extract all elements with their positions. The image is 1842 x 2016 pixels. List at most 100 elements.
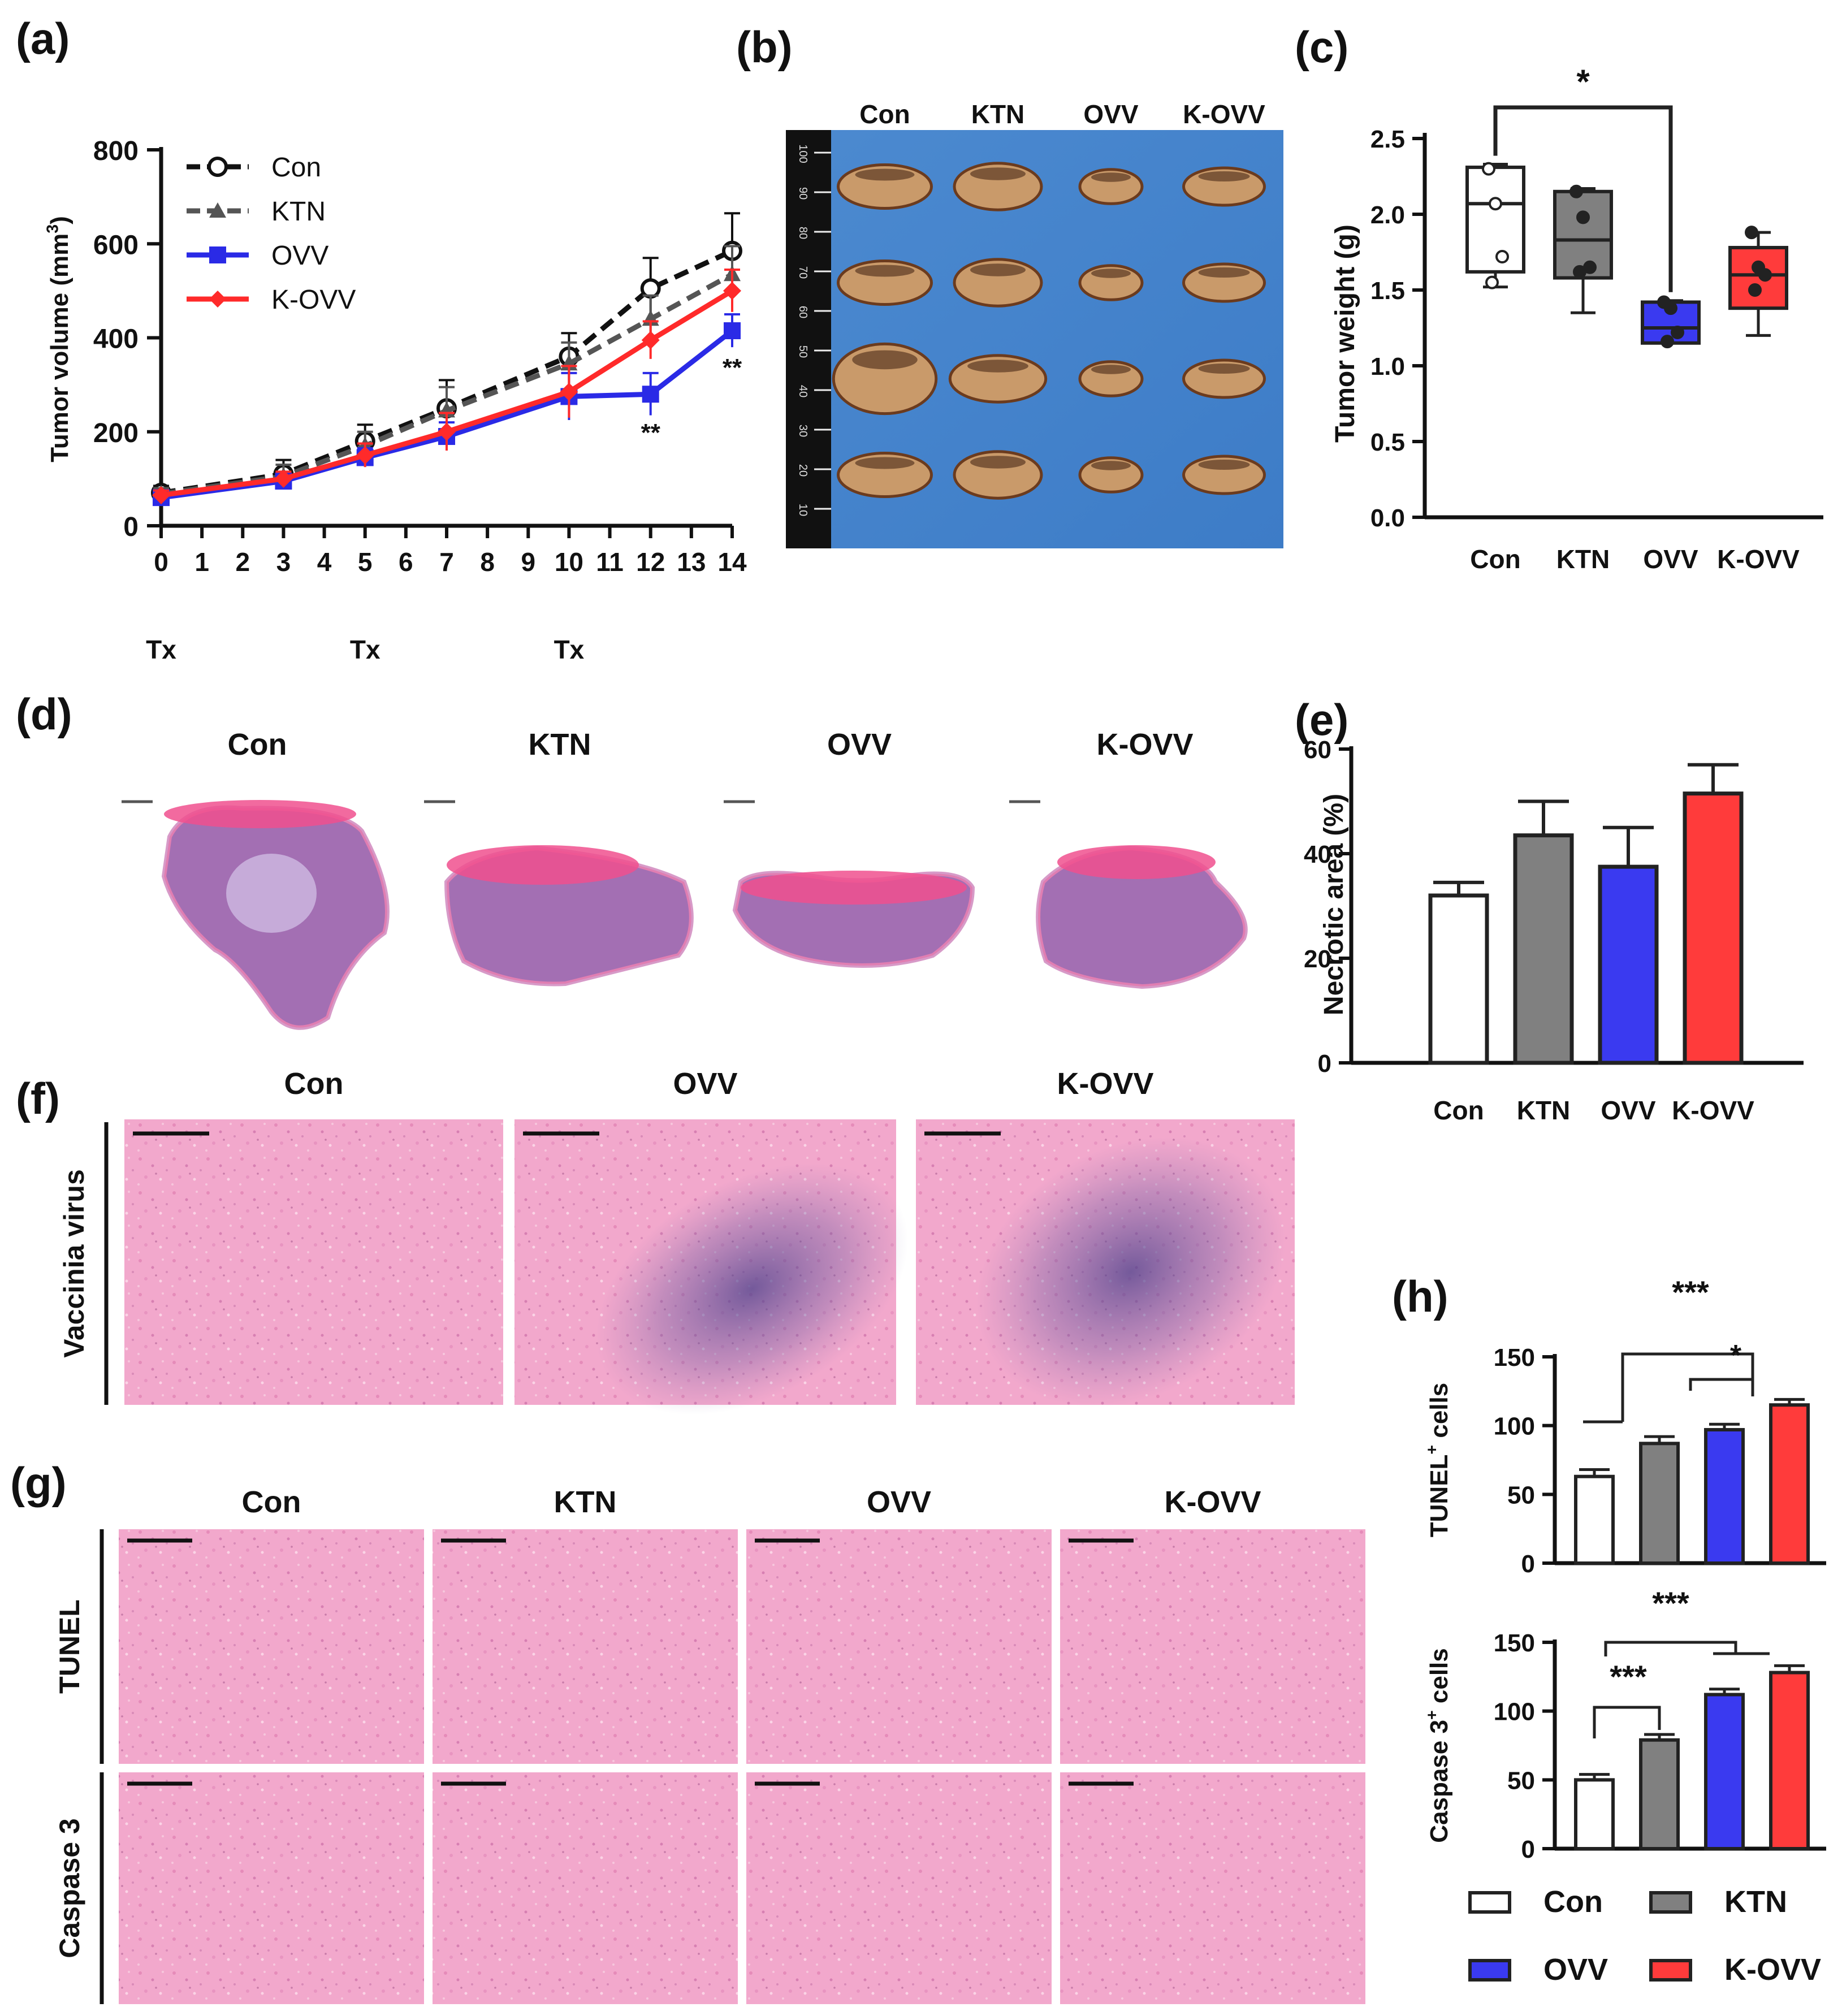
tick-label-a-x: 6 xyxy=(399,547,413,577)
ruler-tick-label: 40 xyxy=(797,385,809,397)
tick-label-h2-y: 150 xyxy=(1494,1629,1535,1657)
tumor-photo-top xyxy=(970,263,1026,276)
significance-h1-bracket-1 xyxy=(1583,1352,1754,1424)
panel-label-d: (d) xyxy=(16,689,72,739)
tick-label-e-y: 20 xyxy=(1304,945,1331,973)
significance-c-bracket xyxy=(1493,105,1673,292)
tick-label-a-x: 7 xyxy=(439,547,454,577)
tick-label-c-y: 2.5 xyxy=(1370,126,1405,153)
point-K-OVV xyxy=(641,331,660,349)
tick-label-e-y: 0 xyxy=(1318,1050,1331,1078)
photo-b-header: KTN xyxy=(971,99,1025,129)
virus-stain-f xyxy=(975,1136,1286,1408)
tick-label-h2-y: 100 xyxy=(1494,1698,1535,1726)
necrotic-rim-d xyxy=(447,845,639,885)
tick-label-c-y: 0.0 xyxy=(1370,504,1405,532)
tick-label-h1-y: 150 xyxy=(1494,1344,1535,1372)
tick-label-e-x: Con xyxy=(1433,1096,1484,1125)
tumor-photo-top xyxy=(1091,269,1131,278)
histology-g-row-label: TUNEL xyxy=(54,1599,85,1694)
tick-label-e-x: KTN xyxy=(1517,1096,1571,1125)
significance-h2-bracket-1 xyxy=(1604,1641,1770,1656)
point-K-OVV xyxy=(723,282,741,300)
histology-g-image xyxy=(746,1772,1052,2004)
tick-label-c-x: K-OVV xyxy=(1717,544,1800,574)
ruler-tick-label: 70 xyxy=(797,266,809,279)
photo-b-header: OVV xyxy=(1083,99,1138,129)
treatment-label: Tx xyxy=(146,635,176,664)
tumor-photo-top xyxy=(855,168,915,181)
histology-d-header: K-OVV xyxy=(1096,728,1193,762)
tick-label-e-y: 40 xyxy=(1304,841,1331,868)
legend-a-marker xyxy=(209,246,226,263)
tick-label-e-y: 60 xyxy=(1304,736,1331,764)
tumor-photo-top xyxy=(1198,171,1250,181)
ylabel-h1: TUNEL+ cells xyxy=(1423,1383,1453,1537)
tick-label-a-x: 0 xyxy=(154,547,168,577)
significance-c-star: * xyxy=(1576,63,1590,101)
histology-g-image xyxy=(1060,1772,1365,2004)
histology-g-image xyxy=(433,1529,738,1764)
ylabel-a-part: ) xyxy=(46,216,73,224)
bar-h1-KTN xyxy=(1639,1442,1680,1565)
histology-f-image-Con xyxy=(124,1119,503,1405)
point-K-OVV xyxy=(356,446,374,465)
point-OVV xyxy=(642,386,659,403)
ruler-tick-label: 50 xyxy=(797,345,809,358)
box-c-KTN xyxy=(1553,189,1613,280)
tick-label-h2-y: 50 xyxy=(1507,1767,1535,1794)
tick-label-a-x: 13 xyxy=(677,547,706,577)
datapoint-c-OVV xyxy=(1661,335,1674,349)
tumor-photo-top xyxy=(970,167,1026,180)
tick-label-a-x: 4 xyxy=(317,547,332,577)
tick-label-h1-y: 100 xyxy=(1494,1413,1535,1440)
tick-label-c-y: 1.0 xyxy=(1370,353,1405,380)
tick-label-h2-y: 0 xyxy=(1521,1836,1535,1863)
datapoint-c-K-OVV xyxy=(1748,283,1762,297)
point-K-OVV xyxy=(560,383,578,401)
tick-label-c-y: 2.0 xyxy=(1370,201,1405,229)
ruler-tick-label: 80 xyxy=(797,227,809,239)
histology-f-header: K-OVV xyxy=(1057,1067,1153,1101)
ruler-tick-label: 10 xyxy=(797,504,809,516)
tick-label-a-x: 9 xyxy=(521,547,535,577)
ylabel-h1-part: cells xyxy=(1425,1383,1453,1445)
datapoint-c-Con xyxy=(1495,250,1509,264)
tissue-section-d-overlay xyxy=(1038,848,1246,987)
bar-e-K-OVV xyxy=(1683,791,1744,1065)
photo-b-header: K-OVV xyxy=(1183,99,1265,129)
tumor-photo-top xyxy=(1198,364,1250,374)
point-K-OVV xyxy=(152,486,170,504)
box-c-K-OVV xyxy=(1728,245,1788,310)
datapoint-c-Con xyxy=(1485,275,1499,289)
tick-label-e-x: OVV xyxy=(1601,1096,1655,1125)
significance-h1-star: * xyxy=(1730,1339,1742,1372)
histology-f-header: OVV xyxy=(673,1067,737,1101)
panel-label-e: (e) xyxy=(1295,695,1348,745)
necrotic-rim-d xyxy=(741,871,967,905)
ylabel-h2: Caspase 3+ cells xyxy=(1423,1648,1453,1843)
panel-label-a: (a) xyxy=(16,14,70,63)
necrotic-rim-d xyxy=(164,800,356,828)
tick-label-a-y: 600 xyxy=(93,230,139,260)
tumor-photo-top xyxy=(1198,267,1250,278)
panel-label-h: (h) xyxy=(1392,1271,1448,1321)
histology-f-header: Con xyxy=(284,1067,344,1101)
legend-h-swatch-KTN xyxy=(1649,1891,1692,1914)
annotation-a: ** xyxy=(723,354,742,382)
tick-label-c-y: 1.5 xyxy=(1370,277,1405,305)
histology-g-image xyxy=(119,1529,424,1764)
photo-b-ruler xyxy=(786,130,831,548)
legend-a-label: Con xyxy=(271,153,321,183)
tick-label-a-x: 8 xyxy=(480,547,495,577)
tumor-photo-top xyxy=(1091,365,1131,374)
bar-h2-KTN xyxy=(1639,1738,1680,1850)
tick-label-a-y: 200 xyxy=(93,418,139,448)
ylabel-h2-sup: + xyxy=(1423,1710,1441,1720)
legend-a-label: K-OVV xyxy=(271,285,356,315)
legend-a-marker xyxy=(209,202,226,218)
bar-h1-OVV xyxy=(1704,1427,1745,1565)
legend-h-label: OVV xyxy=(1543,1953,1608,1987)
legend-h-label: Con xyxy=(1543,1885,1603,1919)
